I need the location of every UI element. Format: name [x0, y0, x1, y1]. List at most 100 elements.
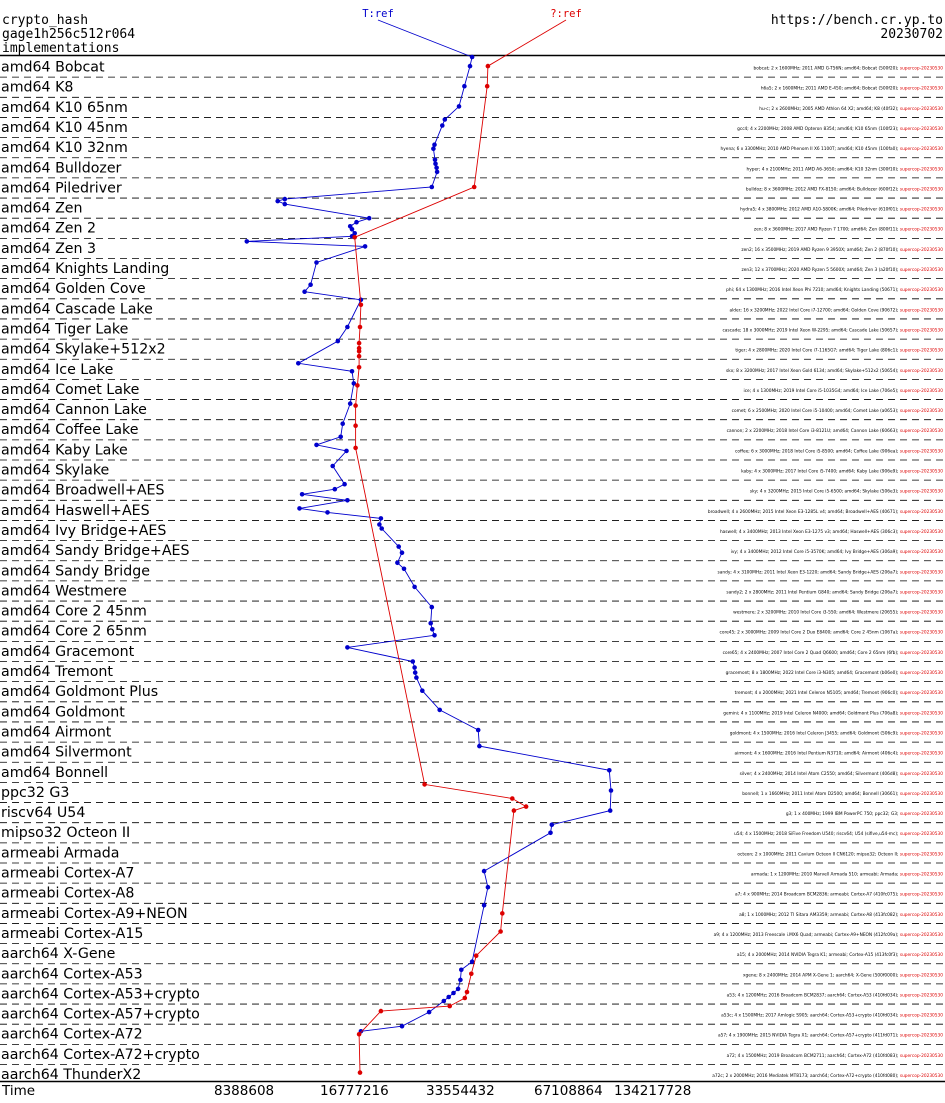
series-point: [330, 463, 336, 469]
series-point: [471, 184, 477, 190]
group-label: amd64 Core 2 45nm: [1, 604, 147, 620]
series-point: [356, 340, 362, 346]
machine-detail: tremont; 4 x 2000MHz; 2021 Intel Celeron…: [735, 690, 944, 696]
series-point: [308, 282, 313, 288]
group-label: amd64 Silvermont: [1, 745, 132, 761]
series-point: [455, 986, 461, 992]
machine-description: coffee; 6 x 3000MHz; 2018 Intel Core i5-…: [735, 448, 900, 454]
machine-description: skx; 8 x 3200MHz; 2017 Intel Xeon Gold 6…: [726, 368, 900, 374]
supercop-version: supercop-20230530: [900, 589, 943, 595]
group-label: amd64 Ivy Bridge+AES: [1, 523, 166, 539]
series-point: [484, 83, 490, 89]
supercop-version: supercop-20230530: [900, 307, 943, 313]
series-point: [469, 959, 475, 964]
machine-description: a9; 4 x 1200MHz; 2013 Freescale i.MX6 Qu…: [714, 932, 900, 938]
group-label: amd64 K10 45nm: [1, 120, 128, 136]
series-point: [399, 550, 405, 555]
series-point: [358, 302, 364, 308]
group-label: mipso32 Octeon II: [1, 825, 130, 841]
machine-detail: a9; 4 x 1200MHz; 2013 Freescale i.MX6 Qu…: [714, 932, 944, 938]
supercop-version: supercop-20230530: [900, 126, 943, 132]
series-point: [523, 804, 529, 809]
series-point: [432, 142, 437, 147]
primitive-name: crypto_hash: [2, 13, 89, 28]
series-point: [357, 324, 363, 330]
supercop-version: supercop-20230530: [900, 690, 943, 696]
machine-description: hu-c; 2 x 2600MHz; 2005 AMD Athlon 64 X2…: [759, 106, 900, 112]
supercop-version: supercop-20230530: [900, 932, 943, 938]
machine-detail: core45; 2 x 3000MHz; 2009 Intel Core 2 D…: [720, 630, 944, 636]
supercop-version: supercop-20230530: [900, 811, 943, 817]
series-point: [347, 401, 353, 406]
machine-detail: cascade; 18 x 3000MHz; 2019 Intel Xeon W…: [722, 327, 943, 333]
series-point: [342, 481, 347, 487]
machine-detail: haswell; 4 x 3400MHz; 2013 Intel Xeon E3…: [720, 529, 943, 535]
series-point: [451, 990, 456, 996]
supercop-version: supercop-20230530: [900, 448, 943, 454]
series-label: T:ref: [362, 8, 394, 20]
supercop-version: supercop-20230530: [900, 489, 943, 495]
supercop-version: supercop-20230530: [900, 972, 943, 978]
supercop-version: supercop-20230530: [900, 509, 943, 515]
supercop-version: supercop-20230530: [900, 650, 943, 656]
supercop-version: supercop-20230530: [900, 710, 943, 716]
supercop-version: supercop-20230530: [900, 327, 943, 333]
supercop-version: supercop-20230530: [900, 569, 943, 575]
supercop-version: supercop-20230530: [900, 368, 943, 374]
supercop-version: supercop-20230530: [900, 1073, 943, 1079]
machine-description: u54; 4 x 1500MHz; 2018 SiFive Freedom U5…: [734, 831, 900, 837]
series-point: [325, 510, 330, 515]
supercop-version: supercop-20230530: [900, 428, 943, 434]
machine-description: phi; 64 x 1300MHz; 2016 Intel Xeon Phi 7…: [726, 287, 900, 293]
series-point: [429, 604, 435, 610]
machine-description: a72; 4 x 1500MHz; 2019 Broadcom BCM2711;…: [727, 1053, 900, 1059]
machine-description: tremont; 4 x 2000MHz; 2021 Intel Celeron…: [735, 690, 900, 696]
machine-detail: silver; 4 x 2400MHz; 2014 Intel Atom C25…: [740, 771, 944, 777]
machine-detail: bonnell; 1 x 1660MHz; 2011 Intel Atom D2…: [742, 791, 943, 797]
series-point: [500, 911, 505, 916]
machine-description: bulldoz; 8 x 3600MHz; 2012 AMD FX-8150; …: [746, 186, 900, 192]
group-label: armeabi Armada: [1, 845, 119, 861]
group-label: amd64 K8: [1, 80, 73, 96]
group-label: aarch64 ThunderX2: [1, 1067, 141, 1083]
series-point: [430, 627, 435, 632]
group-label: amd64 Bonnell: [1, 765, 108, 781]
machine-description: h6a5; 2 x 1600MHz; 2011 AMD E-450; amd64…: [761, 86, 900, 92]
group-label: amd64 Gracemont: [1, 644, 135, 660]
series-point: [608, 788, 614, 793]
series-point: [549, 822, 555, 827]
group-label: amd64 Skylake: [1, 463, 109, 479]
machine-detail: phi; 64 x 1300MHz; 2016 Intel Xeon Phi 7…: [726, 287, 943, 293]
group-label: amd64 Skylake+512x2: [1, 342, 166, 358]
machine-description: haswell; 4 x 3400MHz; 2013 Intel Xeon E3…: [720, 529, 900, 535]
series-point: [477, 743, 482, 749]
machine-description: zen3; 12 x 3700MHz; 2020 AMD Ryzen 5 560…: [741, 267, 899, 273]
series-point: [607, 808, 613, 813]
group-label: amd64 Haswell+AES: [1, 503, 150, 519]
series-point: [473, 953, 479, 958]
group-label: aarch64 Cortex-A53: [1, 966, 143, 982]
series-point: [351, 381, 357, 386]
machine-detail: a7; 4 x 900MHz; 2014 Broadcom BCM2836; a…: [735, 892, 943, 898]
series-point: [429, 184, 435, 190]
series-point: [431, 146, 436, 151]
group-label: amd64 Kaby Lake: [1, 442, 128, 458]
series-point: [446, 994, 452, 1000]
series-point: [395, 560, 400, 566]
series-point: [510, 796, 515, 801]
group-label: amd64 Bulldozer: [1, 160, 122, 176]
supercop-version: supercop-20230530: [900, 287, 943, 293]
machine-detail: ivy; 4 x 3400MHz; 2012 Intel Core i5-357…: [731, 549, 944, 555]
machine-description: cannon; 2 x 2200MHz; 2018 Intel Core i3-…: [727, 428, 900, 434]
supercop-version: supercop-20230530: [900, 106, 943, 112]
series-point: [345, 498, 350, 503]
series-point: [410, 659, 416, 664]
supercop-version: supercop-20230530: [900, 851, 943, 857]
series-point: [469, 971, 474, 977]
group-label: amd64 Piledriver: [1, 180, 122, 196]
supercop-version: supercop-20230530: [900, 751, 943, 757]
series-point: [353, 403, 358, 408]
supercop-version: supercop-20230530: [900, 549, 943, 555]
machine-detail: westmere; 2 x 3200MHz; 2010 Intel Core i…: [733, 610, 943, 616]
